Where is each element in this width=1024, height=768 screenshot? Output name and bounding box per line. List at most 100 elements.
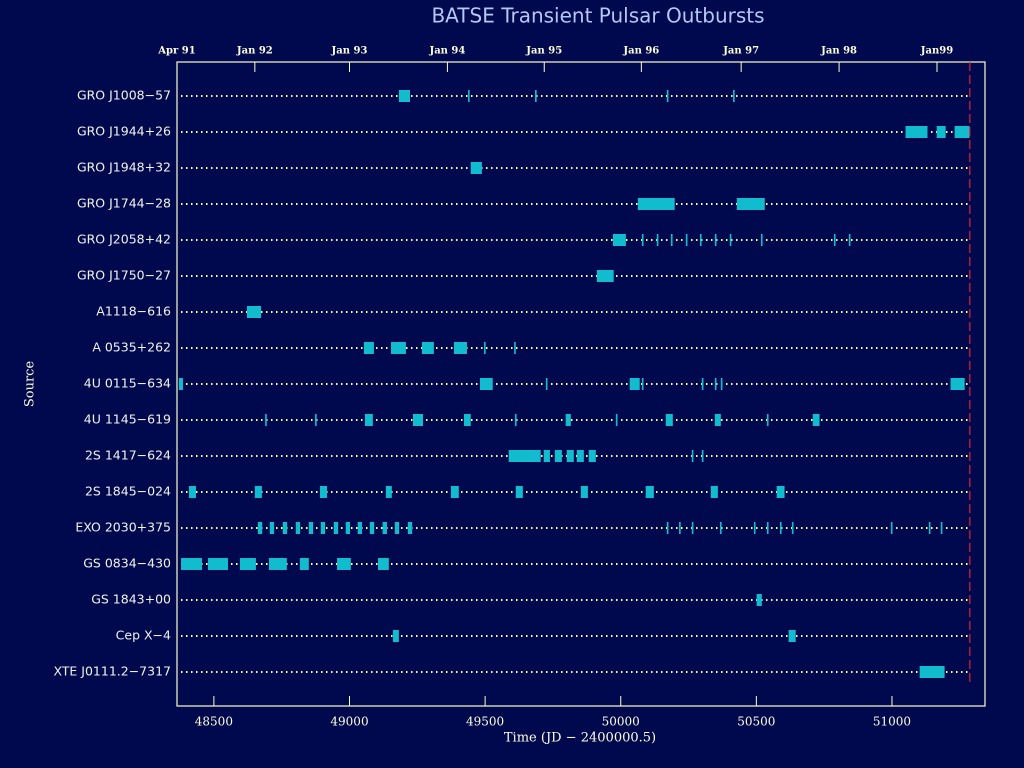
row-label: GRO J1948+32 [77, 160, 171, 175]
outburst [736, 198, 765, 210]
outburst [691, 450, 694, 462]
outburst [246, 306, 262, 318]
outburst [666, 90, 669, 102]
outburst [543, 450, 550, 462]
outburst [364, 414, 373, 426]
outburst [369, 522, 375, 534]
outburst [421, 342, 434, 354]
outburst [188, 486, 196, 498]
outburst [394, 522, 400, 534]
outburst [779, 522, 782, 534]
row-label: GRO J1944+26 [77, 124, 171, 139]
top-tick-label: Jan 98 [820, 46, 857, 57]
outburst [363, 342, 374, 354]
outburst [391, 342, 406, 354]
outburst [299, 558, 309, 570]
top-tick-label: Apr 91 [157, 46, 195, 57]
outburst [905, 126, 928, 138]
outburst [319, 486, 327, 498]
row-label: 4U 1145−619 [84, 412, 171, 427]
outburst [392, 630, 399, 642]
outburst [463, 414, 471, 426]
outburst [282, 522, 288, 534]
outburst [308, 522, 314, 534]
outburst [928, 522, 931, 534]
row-label: Cep X−4 [116, 628, 171, 643]
outburst [714, 378, 717, 390]
row-label: EXO 2030+375 [75, 520, 171, 535]
outburst [315, 414, 317, 426]
outburst [641, 378, 644, 390]
outburst [714, 234, 717, 246]
outburst [720, 378, 723, 390]
x-tick-label: 50500 [737, 715, 775, 729]
outburst [450, 486, 459, 498]
row-label: GRO J2058+42 [77, 232, 171, 247]
outburst [701, 450, 704, 462]
outburst [453, 342, 467, 354]
outburst [479, 378, 493, 390]
outburst [514, 414, 517, 426]
outburst [333, 522, 339, 534]
outburst [637, 198, 675, 210]
outburst [269, 522, 275, 534]
outburst [645, 486, 654, 498]
row-label: GS 1843+00 [91, 592, 171, 607]
outburst [710, 486, 718, 498]
outburst [766, 414, 769, 426]
outburst [257, 522, 263, 534]
outburst [545, 378, 548, 390]
outburst [254, 486, 262, 498]
outburst [936, 126, 946, 138]
outburst [178, 378, 183, 390]
row-label: GS 0834−430 [83, 556, 171, 571]
outburst [666, 522, 669, 534]
outburst [407, 522, 413, 534]
row-label: GRO J1750−27 [77, 268, 171, 283]
outburst [848, 234, 851, 246]
row-label: 2S 1417−624 [85, 448, 171, 463]
outburst [181, 558, 202, 570]
outburst [641, 234, 644, 246]
outburst [345, 522, 351, 534]
outburst [753, 522, 756, 534]
outburst [776, 486, 785, 498]
outburst [733, 90, 735, 102]
x-tick-label: 51000 [873, 715, 911, 729]
outburst [265, 414, 267, 426]
outburst [239, 558, 256, 570]
x-tick-label: 50000 [602, 715, 640, 729]
y-axis-title: Source [23, 361, 38, 408]
outburst [412, 414, 424, 426]
outburst [756, 594, 762, 606]
row-label: XTE J0111.2−7317 [53, 664, 171, 679]
outburst [701, 378, 704, 390]
outburst [679, 522, 681, 534]
chart-title: BATSE Transient Pulsar Outbursts [431, 4, 764, 28]
outburst [919, 666, 945, 678]
outburst [812, 414, 820, 426]
outburst [377, 558, 389, 570]
row-label: A 0535+262 [92, 340, 171, 355]
outburst [295, 522, 301, 534]
outburst [382, 522, 387, 534]
outburst [691, 522, 694, 534]
row-label: A1118−616 [96, 304, 171, 319]
outburst [580, 486, 588, 498]
row-label: 4U 0115−634 [84, 376, 171, 391]
outburst [514, 342, 516, 354]
outburst [954, 126, 970, 138]
row-label: GRO J1008−57 [77, 88, 171, 103]
outburst [612, 234, 626, 246]
outburst [615, 414, 618, 426]
top-tick-label: Jan 95 [525, 46, 562, 57]
plot-frame [176, 61, 986, 707]
outburst [470, 162, 482, 174]
outburst [207, 558, 228, 570]
x-tick-label: 49500 [466, 715, 504, 729]
row-label: 2S 1845−024 [85, 484, 171, 499]
outburst [468, 90, 470, 102]
outburst [320, 522, 326, 534]
outburst [576, 450, 584, 462]
outburst [720, 522, 722, 534]
